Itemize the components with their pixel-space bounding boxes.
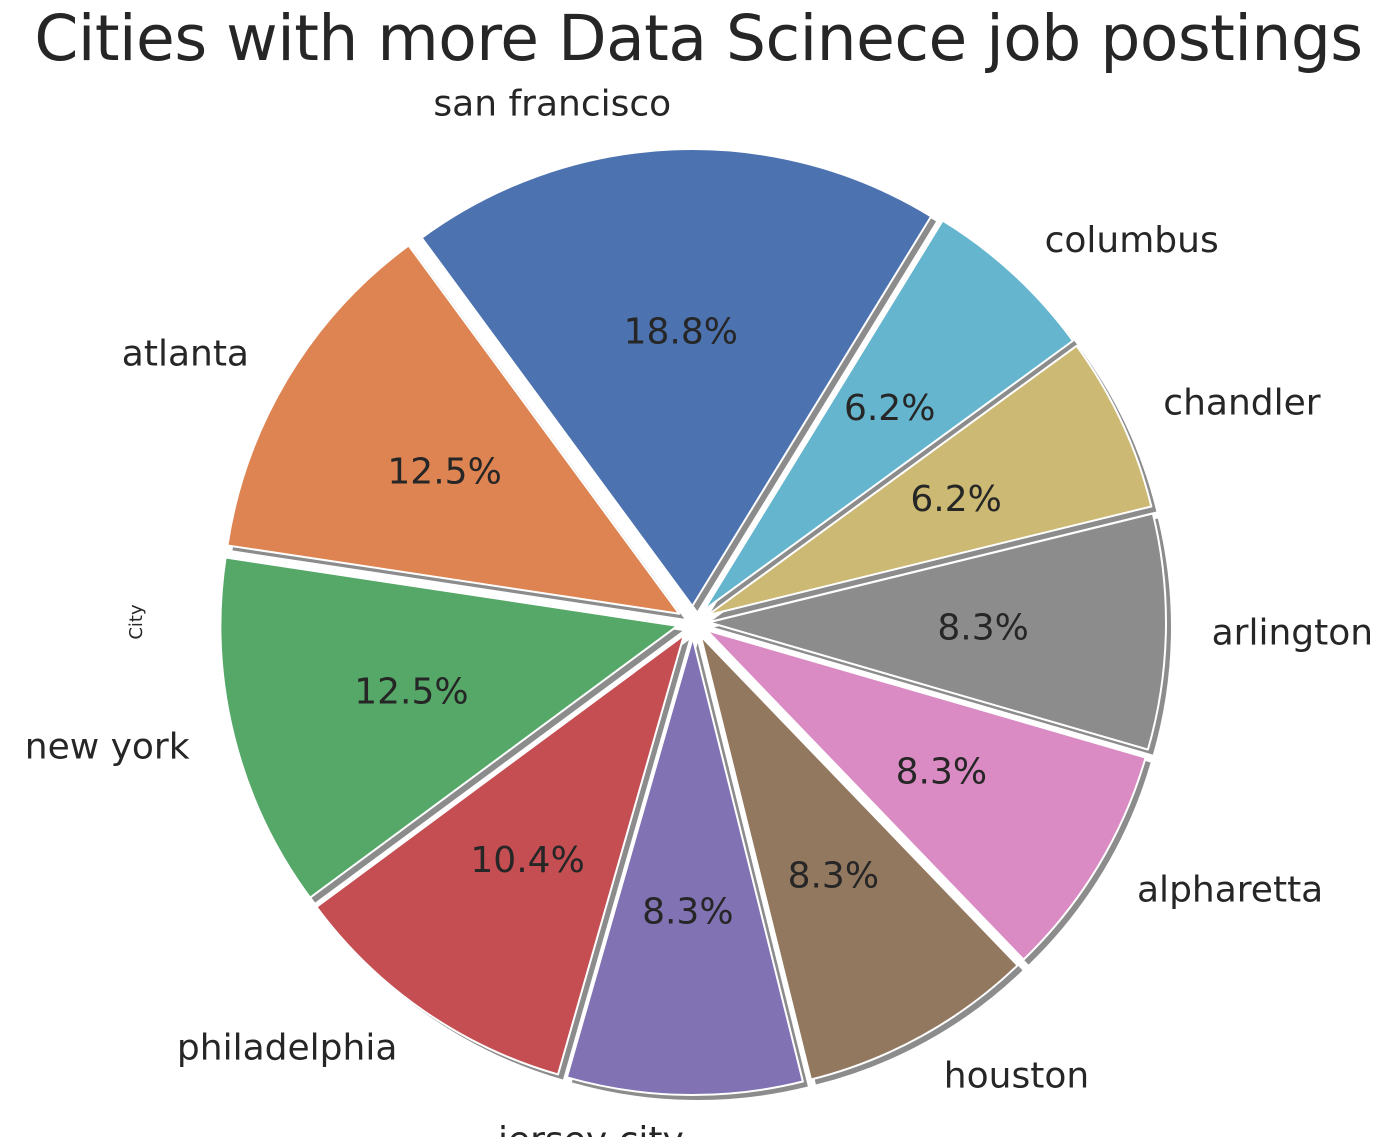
pie-slice-arlington bbox=[708, 512, 1167, 751]
percent-label-new-york: 12.5% bbox=[354, 672, 468, 713]
percent-label-chandler: 6.2% bbox=[910, 479, 1001, 520]
percent-label-philadelphia: 10.4% bbox=[470, 840, 584, 881]
percent-label-jersey-city: 8.3% bbox=[642, 892, 733, 933]
pie-slice-jersey-city bbox=[565, 637, 804, 1096]
pie-slice-philadelphia bbox=[315, 634, 685, 1076]
percent-label-layer: 18.8% 12.5% 12.5% 10.4% 8.3% 8.3% 8.3% 8.3% 6.2%… bbox=[354, 312, 1029, 933]
category-label-philadelphia: philadelphia bbox=[177, 1028, 397, 1069]
pie-slice-atlanta bbox=[226, 244, 681, 615]
category-label-houston: houston bbox=[944, 1056, 1089, 1097]
slice-layer bbox=[219, 148, 1167, 1096]
percent-label-atlanta: 12.5% bbox=[387, 451, 501, 492]
category-label-columbus: columbus bbox=[1045, 220, 1219, 261]
category-label-san-francisco: san francisco bbox=[433, 83, 671, 124]
category-label-atlanta: atlanta bbox=[122, 333, 249, 374]
percent-label-alpharetta: 8.3% bbox=[896, 752, 987, 793]
category-label-new-york: new york bbox=[25, 727, 190, 768]
category-label-jersey-city: jersey city bbox=[497, 1120, 684, 1137]
pie-slice-new-york bbox=[219, 556, 679, 899]
pie-slice-alpharetta bbox=[705, 629, 1147, 961]
category-label-alpharetta: alpharetta bbox=[1137, 870, 1323, 911]
percent-label-columbus: 6.2% bbox=[844, 388, 935, 429]
percent-label-houston: 8.3% bbox=[788, 856, 879, 897]
pie-slice-houston bbox=[699, 635, 1019, 1081]
category-label-arlington: arlington bbox=[1212, 612, 1374, 653]
pie-slice-san-francisco bbox=[420, 148, 933, 608]
pie-slice-chandler bbox=[706, 344, 1153, 617]
y-axis-label: City bbox=[126, 604, 147, 640]
percent-label-arlington: 8.3% bbox=[937, 608, 1028, 649]
category-label-chandler: chandler bbox=[1163, 383, 1320, 424]
percent-label-san-francisco: 18.8% bbox=[624, 312, 738, 353]
chart-title: Cities with more Data Scinece job postin… bbox=[34, 2, 1363, 75]
pie-slice-columbus bbox=[702, 219, 1074, 612]
category-label-layer: san francisco atlanta new york philadelphia… bbox=[25, 83, 1373, 1137]
